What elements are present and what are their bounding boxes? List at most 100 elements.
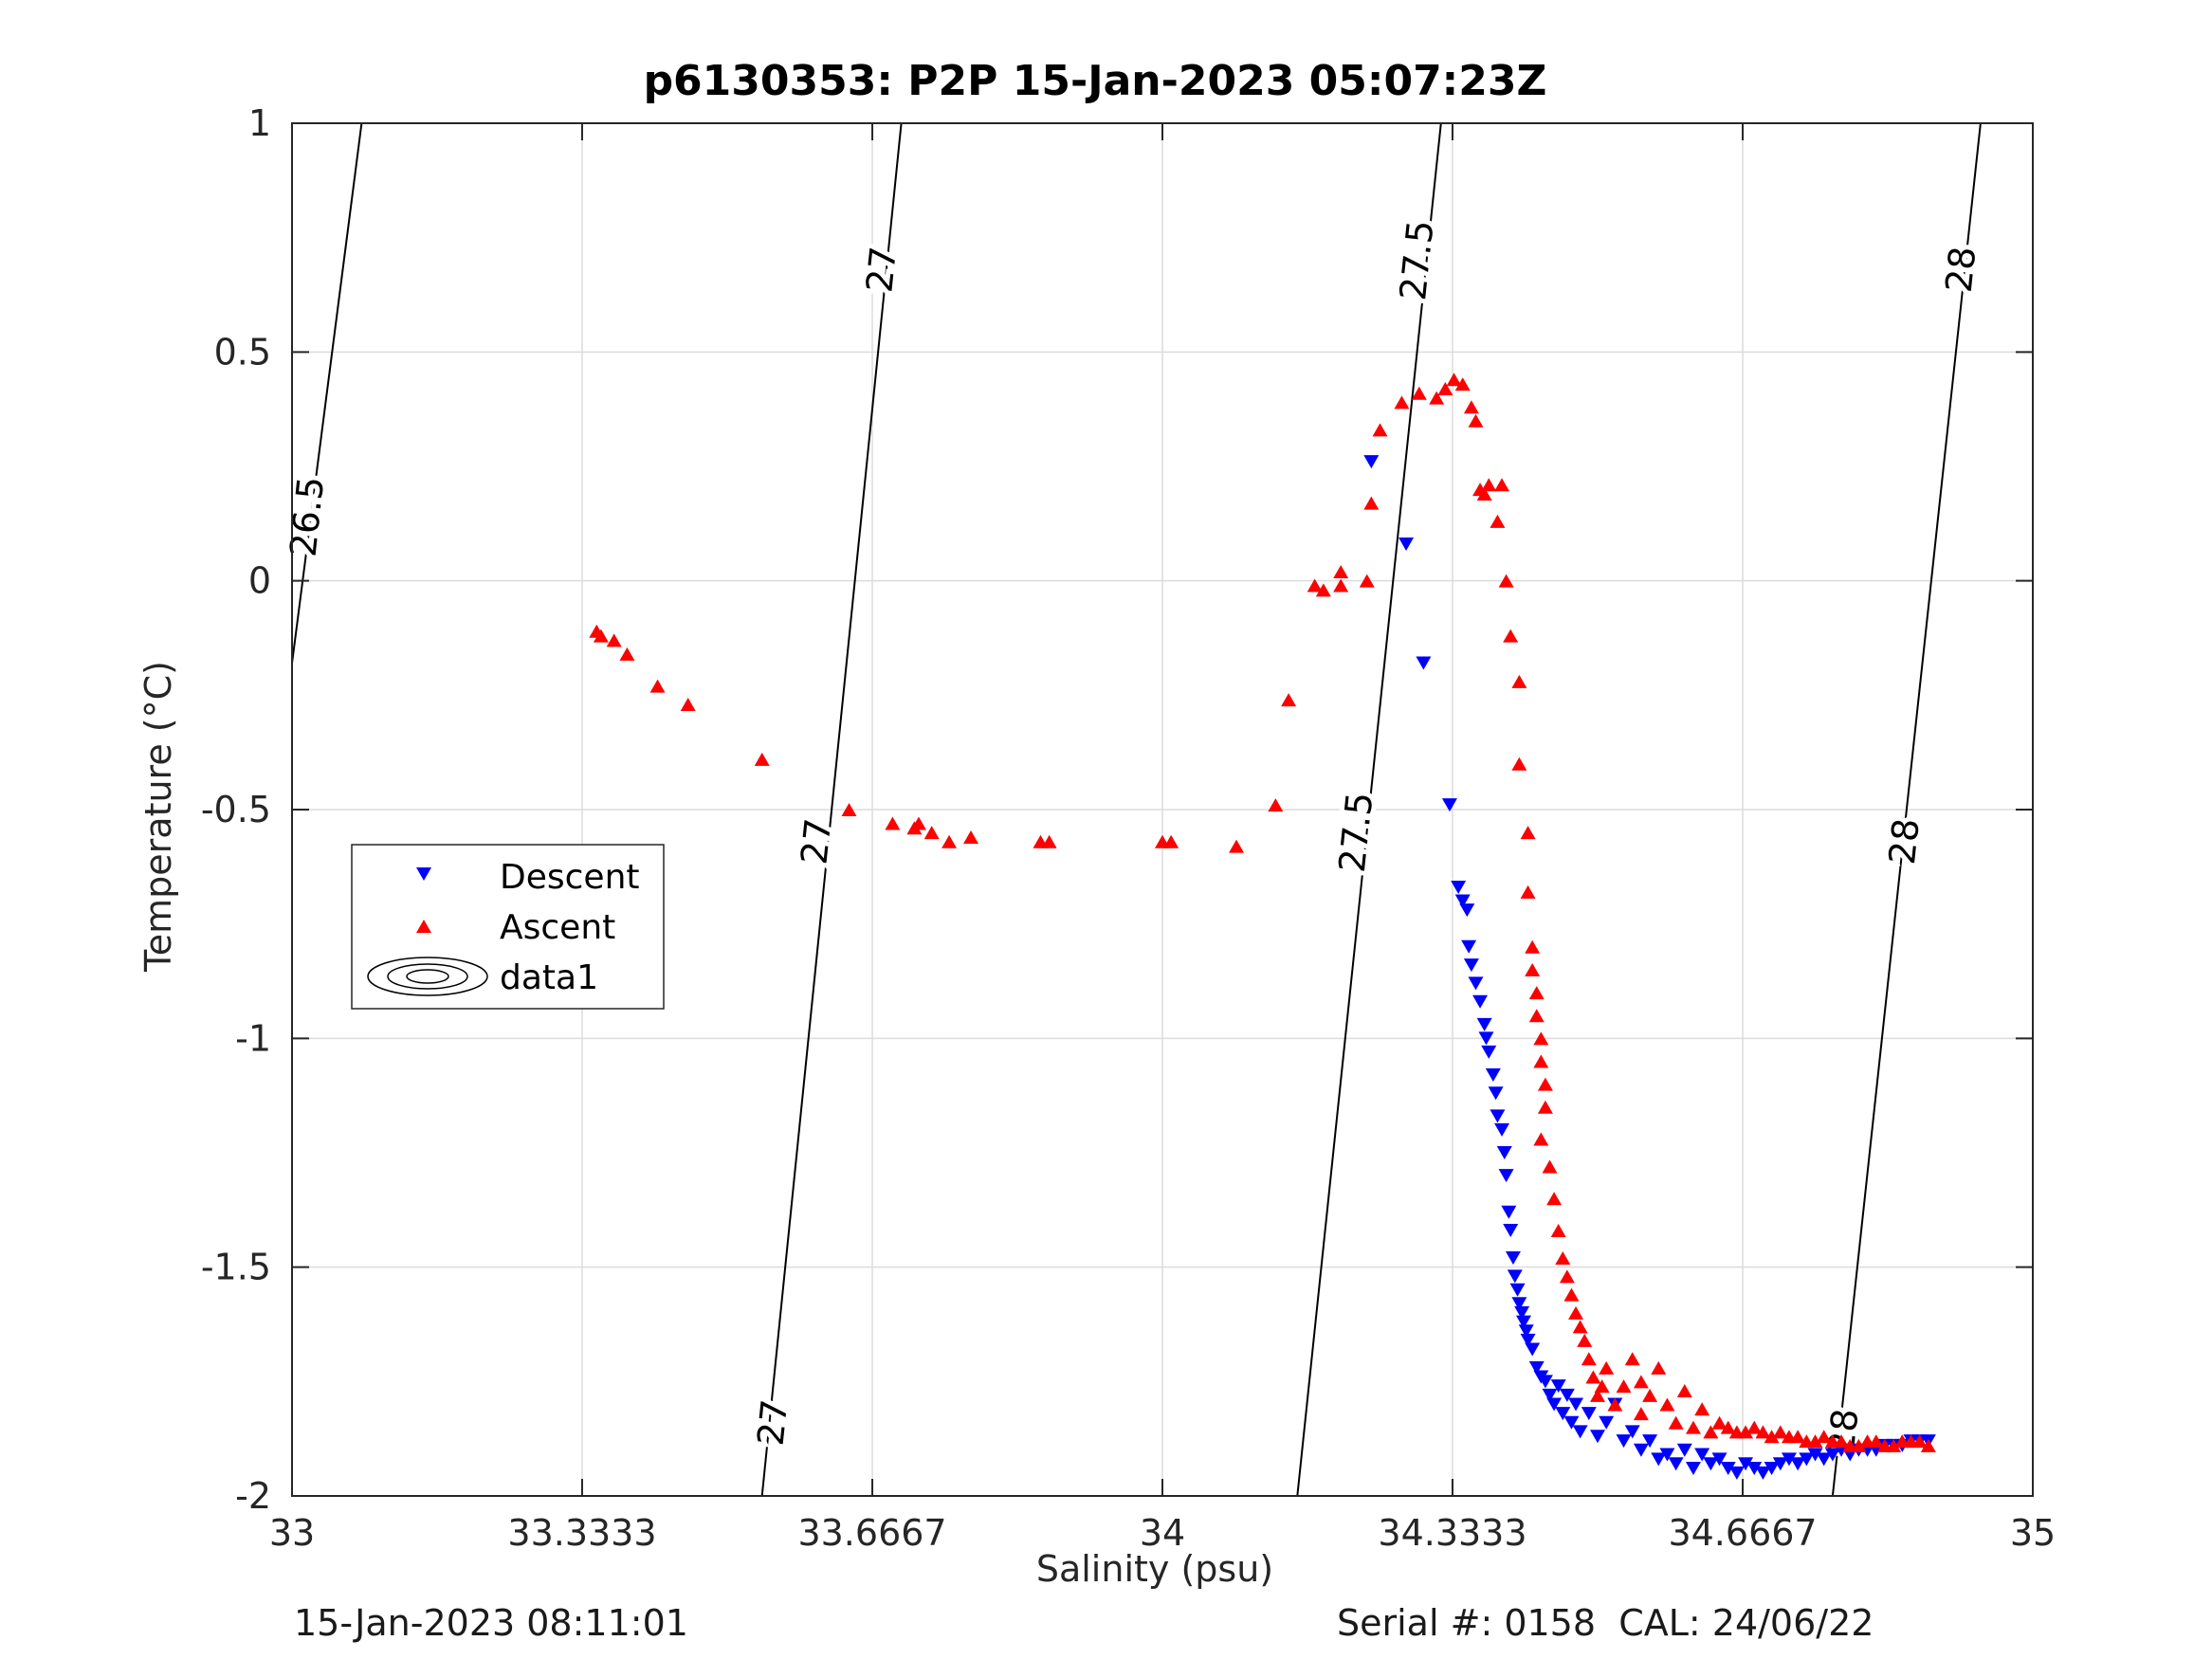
ascent-point <box>1521 885 1536 899</box>
ascent-point <box>1538 1101 1553 1114</box>
timestamp-footer: 15-Jan-2023 08:11:01 <box>294 1602 688 1644</box>
ascent-point <box>1394 395 1409 409</box>
contour-label: 27.5 <box>1392 218 1442 302</box>
ascent-point <box>1543 1159 1558 1173</box>
contour-label: 27.5 <box>1331 791 1381 875</box>
contour-label: 27 <box>793 816 839 866</box>
ascent-point <box>1229 840 1244 853</box>
descent-point <box>1568 1397 1583 1411</box>
ascent-point <box>1481 478 1496 491</box>
descent-point <box>1464 958 1479 972</box>
ascent-point <box>1634 1407 1649 1420</box>
ascent-point <box>1525 940 1540 954</box>
ascent-point <box>1529 986 1545 999</box>
ascent-point <box>924 826 940 839</box>
ascent-point <box>1525 963 1540 976</box>
ascent-point <box>1581 1352 1597 1365</box>
ascent-point <box>650 680 666 693</box>
ascent-point <box>681 698 696 711</box>
ascent-point <box>619 647 634 661</box>
ascent-point <box>1555 1251 1570 1265</box>
ascent-point <box>1533 1054 1548 1067</box>
descent-point <box>1506 1251 1521 1265</box>
x-tick-label: 35 <box>2010 1512 2056 1554</box>
descent-point <box>1686 1462 1701 1475</box>
legend-data1-label: data1 <box>500 958 598 997</box>
ascent-point <box>1464 400 1479 413</box>
contour-label: 27 <box>858 245 905 295</box>
descent-point <box>1510 1284 1526 1297</box>
ascent-point <box>1511 757 1526 771</box>
descent-point <box>1363 455 1379 468</box>
x-tick-label: 33.6667 <box>797 1512 946 1554</box>
ascent-point <box>1551 1224 1566 1237</box>
x-tick-label: 34.3333 <box>1378 1512 1526 1554</box>
contour-label: 27 <box>750 1397 796 1448</box>
ascent-point <box>1546 1192 1562 1205</box>
ascent-point <box>1490 515 1505 528</box>
x-axis-label: Salinity (psu) <box>1036 1548 1273 1590</box>
descent-point <box>1490 1109 1505 1122</box>
descent-point <box>1416 657 1431 670</box>
ascent-point <box>1521 826 1536 839</box>
descent-point <box>1472 995 1488 1009</box>
ascent-point <box>1560 1269 1575 1283</box>
descent-point <box>1590 1430 1605 1443</box>
chart-title: p6130353: P2P 15-Jan-2023 05:07:23Z <box>644 57 1547 105</box>
ascent-point <box>1511 675 1526 688</box>
descent-point <box>1599 1416 1614 1430</box>
descent-point <box>1494 1123 1509 1137</box>
ascent-point <box>941 835 957 848</box>
x-tick-label: 33.3333 <box>507 1512 656 1554</box>
ascent-point <box>1669 1416 1684 1430</box>
descent-point <box>1617 1434 1632 1448</box>
ascent-point <box>1373 423 1388 436</box>
ascent-point <box>885 816 900 830</box>
descent-point <box>1468 976 1483 990</box>
y-tick-label: -0.5 <box>201 789 271 830</box>
ascent-point <box>1468 414 1483 428</box>
ascent-point <box>1659 1397 1674 1411</box>
descent-point <box>1503 1224 1518 1237</box>
descent-point <box>1573 1425 1588 1438</box>
descent-point <box>1398 538 1414 551</box>
legend-ascent-label: Ascent <box>500 908 615 947</box>
y-tick-label: -2 <box>235 1475 271 1517</box>
contour-label: 26.5 <box>283 475 333 559</box>
ascent-point <box>963 830 978 844</box>
ascent-point <box>1533 1133 1548 1146</box>
descent-point <box>1497 1146 1512 1159</box>
descent-point <box>1634 1444 1649 1457</box>
descent-point <box>1501 1206 1516 1219</box>
descent-point <box>1461 940 1476 954</box>
ascent-point <box>1625 1352 1640 1365</box>
ts-diagram: 26.527272727.527.5282828 33 33.3333 33.666… <box>0 0 2212 1659</box>
y-tick-label: 1 <box>248 102 271 144</box>
legend: Descent Ascent data1 <box>352 845 664 1009</box>
ascent-point <box>1573 1320 1588 1333</box>
y-tick-label: -1.5 <box>201 1247 271 1288</box>
grid-lines <box>292 123 2033 1496</box>
ascent-point <box>1503 629 1518 643</box>
ascent-point <box>1617 1379 1632 1393</box>
axis-ticks: 33 33.3333 33.6667 34 34.3333 34.6667 35-2-1.5… <box>201 102 2056 1554</box>
contour-label: 28 <box>1938 245 1984 295</box>
ascent-point <box>1568 1306 1583 1320</box>
ascent-point <box>1577 1334 1592 1347</box>
ascent-point <box>1363 497 1379 510</box>
descent-point <box>1508 1269 1523 1283</box>
ascent-point <box>1268 798 1283 811</box>
data-points <box>589 373 1936 1480</box>
y-tick-label: -1 <box>235 1017 271 1059</box>
ascent-point <box>1333 565 1348 578</box>
ascent-point <box>1686 1421 1701 1434</box>
x-tick-label: 33 <box>269 1512 315 1554</box>
descent-point <box>1499 1169 1514 1182</box>
ascent-point <box>1563 1288 1579 1302</box>
ascent-point <box>755 753 770 766</box>
ascent-point <box>1281 693 1296 706</box>
ascent-point <box>1677 1384 1692 1397</box>
descent-point <box>1459 903 1474 917</box>
descent-point <box>1477 1018 1492 1031</box>
descent-point <box>1525 1343 1540 1357</box>
